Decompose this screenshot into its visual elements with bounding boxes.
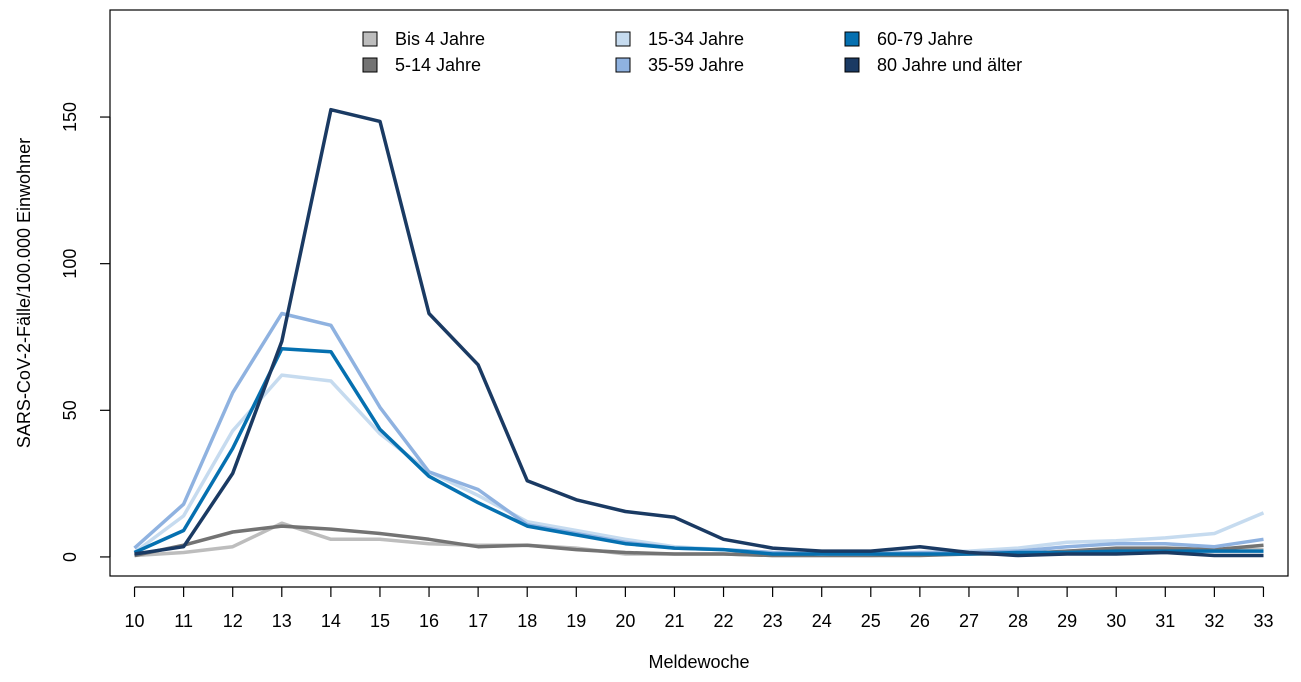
- plot-frame: [109, 9, 1289, 577]
- x-tick-label: 11: [174, 611, 193, 631]
- x-tick-label: 20: [615, 611, 635, 631]
- legend-label: 60-79 Jahre: [877, 29, 973, 49]
- x-tick-label: 29: [1057, 611, 1077, 631]
- x-tick-label: 32: [1204, 611, 1224, 631]
- x-axis: 10 11 12 13 14 15 16 17 18 19 20 21 22 23 24 25 26 27 28 29…: [125, 586, 1273, 631]
- legend-swatch: [615, 57, 631, 73]
- x-tick-label: 15: [370, 611, 390, 631]
- x-axis-title: Meldewoche: [648, 652, 749, 672]
- legend: Bis 4 Jahre 5-14 Jahre 15-34 Jahre 35-59 Ja…: [362, 29, 1022, 75]
- legend-swatch: [362, 31, 378, 47]
- x-tick-label: 27: [959, 611, 979, 631]
- x-tick-label: 18: [517, 611, 537, 631]
- x-tick-label: 22: [714, 611, 734, 631]
- series-line: [134, 107, 1264, 558]
- legend-label: 35-59 Jahre: [648, 55, 744, 75]
- x-tick-label: 14: [321, 611, 341, 631]
- legend-swatch: [844, 31, 860, 47]
- legend-swatch: [362, 57, 378, 73]
- x-tick-label: 23: [763, 611, 783, 631]
- legend-label: 15-34 Jahre: [648, 29, 744, 49]
- x-tick-label: 28: [1008, 611, 1028, 631]
- y-tick-label: 100: [60, 249, 80, 279]
- y-tick-label: 150: [60, 102, 80, 132]
- x-tick-label: 24: [812, 611, 832, 631]
- legend-swatch: [844, 57, 860, 73]
- x-tick-label: 25: [861, 611, 881, 631]
- x-tick-label: 12: [223, 611, 243, 631]
- x-tick-label: 21: [664, 611, 684, 631]
- x-tick-label: 33: [1253, 611, 1273, 631]
- y-tick-label: 0: [60, 552, 80, 562]
- series-layer: [133, 107, 1265, 558]
- legend-label: 80 Jahre und älter: [877, 55, 1022, 75]
- x-tick-label: 17: [468, 611, 488, 631]
- legend-label: 5-14 Jahre: [395, 55, 481, 75]
- x-tick-label: 30: [1106, 611, 1126, 631]
- x-tick-label: 10: [125, 611, 145, 631]
- y-axis: 0 50 100 150: [60, 102, 111, 562]
- x-tick-label: 26: [910, 611, 930, 631]
- x-tick-label: 13: [272, 611, 292, 631]
- x-tick-label: 19: [566, 611, 586, 631]
- legend-swatch: [615, 31, 631, 47]
- x-tick-label: 31: [1155, 611, 1175, 631]
- y-axis-title: SARS-CoV-2-Fälle/100.000 Einwohner: [14, 138, 34, 448]
- x-tick-label: 16: [419, 611, 439, 631]
- legend-label: Bis 4 Jahre: [395, 29, 485, 49]
- y-tick-label: 50: [60, 400, 80, 420]
